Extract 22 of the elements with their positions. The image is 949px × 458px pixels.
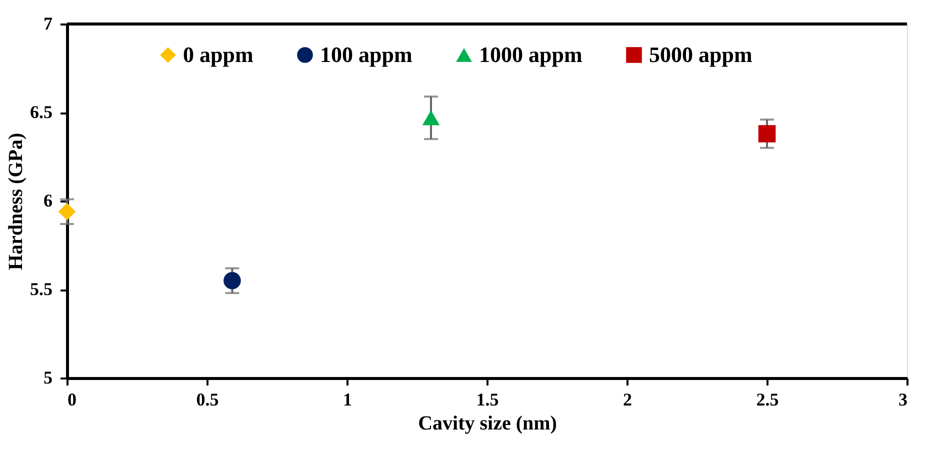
legend-label: 1000 appm (479, 42, 582, 67)
x-tick-label: 1.5 (476, 390, 499, 410)
y-tick-label: 5 (44, 368, 52, 388)
x-tick-label: 0 (68, 390, 76, 410)
legend-label: 0 appm (183, 42, 254, 67)
x-tick-label: 3 (898, 390, 908, 410)
legend-label: 100 appm (320, 42, 412, 67)
legend-label: 5000 appm (649, 42, 752, 67)
y-axis-title: Hardness (GPa) (5, 132, 27, 270)
x-tick-label: 2.5 (756, 390, 779, 410)
y-tick-label: 7 (44, 14, 52, 34)
x-tick-label: 2 (623, 390, 632, 410)
x-axis-title: Cavity size (nm) (418, 412, 557, 434)
x-tick-label: 0.5 (196, 390, 219, 410)
y-tick-label: 6 (44, 190, 52, 210)
point (422, 110, 440, 126)
point (224, 272, 241, 290)
y-tick-label: 6.5 (30, 102, 52, 122)
x-tick-label: 1 (343, 390, 352, 410)
point (758, 125, 776, 142)
point (58, 202, 76, 220)
y-tick-label: 5.5 (30, 279, 52, 299)
